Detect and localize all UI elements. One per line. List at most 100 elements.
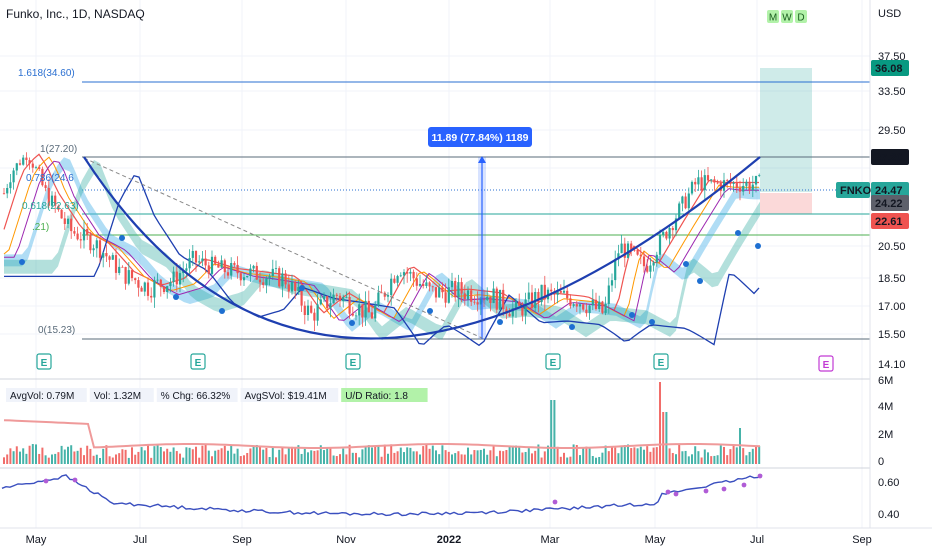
candle-body: [639, 254, 642, 257]
volume-bar: [127, 457, 130, 464]
candle-body: [642, 256, 646, 267]
indicator-marker: [673, 491, 679, 497]
volume-bar: [73, 451, 76, 464]
volume-bar: [470, 454, 473, 464]
volume-bar: [268, 457, 271, 464]
volume-stat-box: [156, 388, 238, 402]
volume-bar: [611, 446, 613, 464]
fib-top-badge-box[interactable]: [871, 149, 909, 165]
candle-body: [57, 205, 60, 210]
volume-bar: [406, 447, 409, 464]
signal-dots: [19, 230, 761, 330]
volume-bar: [425, 444, 428, 464]
volume-bar: [207, 450, 210, 464]
candle-body: [412, 271, 415, 279]
candle-body: [742, 185, 745, 192]
volume-bar: [227, 450, 229, 464]
candle-body: [425, 282, 428, 286]
volume-bar: [374, 445, 377, 464]
candle-body: [70, 218, 73, 232]
volume-bar: [662, 412, 665, 464]
candle-body: [242, 277, 246, 281]
candle-body: [332, 294, 335, 304]
candle-body: [18, 163, 22, 165]
candle-body: [649, 265, 652, 272]
signal-dot: [349, 320, 355, 326]
candle-body: [351, 313, 354, 316]
signal-dot: [219, 308, 225, 314]
volume-bar: [751, 448, 754, 464]
stop-price-badge-box[interactable]: [871, 213, 909, 229]
volume-avg-line: [3, 419, 761, 449]
measure-label-box[interactable]: [428, 127, 532, 147]
earnings-marker: [545, 353, 561, 370]
candle-body: [329, 303, 332, 309]
cup-curve[interactable]: [83, 156, 761, 340]
volume-bar: [185, 447, 188, 464]
fib-label-1: 1(27.20): [40, 144, 77, 155]
stop-price-badge: 22.61: [875, 216, 903, 228]
timeframe-button-m[interactable]: [767, 10, 779, 23]
volume-bar: [172, 447, 175, 464]
volume-bar: [230, 445, 233, 464]
volume-bar: [262, 449, 265, 464]
earnings-marker: [653, 353, 669, 370]
candle-body: [265, 278, 268, 286]
candle-body: [614, 259, 617, 281]
last-price-badge-box[interactable]: [871, 182, 909, 198]
ma-ribbons: [3, 153, 760, 347]
target-price-badge-box[interactable]: [871, 60, 909, 76]
trend-line[interactable]: [83, 157, 483, 339]
volume-bar: [515, 445, 517, 464]
candle-body: [380, 292, 383, 294]
volume-bar: [243, 455, 245, 464]
candle-body: [166, 286, 169, 292]
entry-price-badge-box[interactable]: [871, 195, 909, 211]
candle-body: [89, 234, 92, 251]
volume-bar: [79, 447, 82, 464]
volume-bar: [575, 445, 578, 464]
candle-body: [428, 282, 431, 287]
target-zone[interactable]: [760, 68, 812, 192]
volume-tick-label: 4M: [878, 401, 893, 413]
candle-body: [262, 282, 265, 285]
volume-bar: [390, 444, 393, 464]
volume-bar: [668, 448, 671, 464]
volume-bar: [543, 451, 546, 464]
stop-zone[interactable]: [760, 193, 812, 214]
volume-bar: [479, 449, 482, 464]
candle-body: [310, 305, 313, 313]
candle-body: [402, 272, 406, 276]
candle-body: [498, 289, 502, 310]
candle-body: [303, 305, 306, 315]
candle-body: [188, 258, 191, 269]
volume-bar: [393, 452, 396, 464]
volume-bar: [15, 446, 18, 464]
candle-body: [2, 193, 6, 195]
candle-body: [204, 258, 207, 266]
candle-body: [502, 289, 505, 310]
fib-label-5: .21): [32, 222, 49, 233]
volume-bar: [643, 449, 645, 464]
candle-body: [530, 292, 534, 309]
volume-bar: [489, 450, 492, 464]
volume-bar: [646, 446, 649, 464]
volume-bar: [518, 447, 521, 464]
timeframe-button-w[interactable]: [781, 10, 793, 23]
volume-bar: [623, 445, 626, 464]
volume-bar: [310, 450, 313, 464]
volume-bar: [697, 451, 700, 464]
ticker-badge-box[interactable]: [836, 182, 870, 198]
volume-bar: [591, 456, 594, 464]
candle-body: [610, 280, 614, 286]
volume-bar: [252, 446, 255, 464]
candle-body: [278, 268, 281, 287]
volume-stat-box: [6, 388, 87, 402]
timeframe-button-d[interactable]: [795, 10, 807, 23]
volume-bar: [713, 455, 716, 464]
candle-body: [210, 256, 214, 274]
volume-bar: [99, 457, 101, 464]
price-tick-label: 14.10: [878, 359, 906, 371]
